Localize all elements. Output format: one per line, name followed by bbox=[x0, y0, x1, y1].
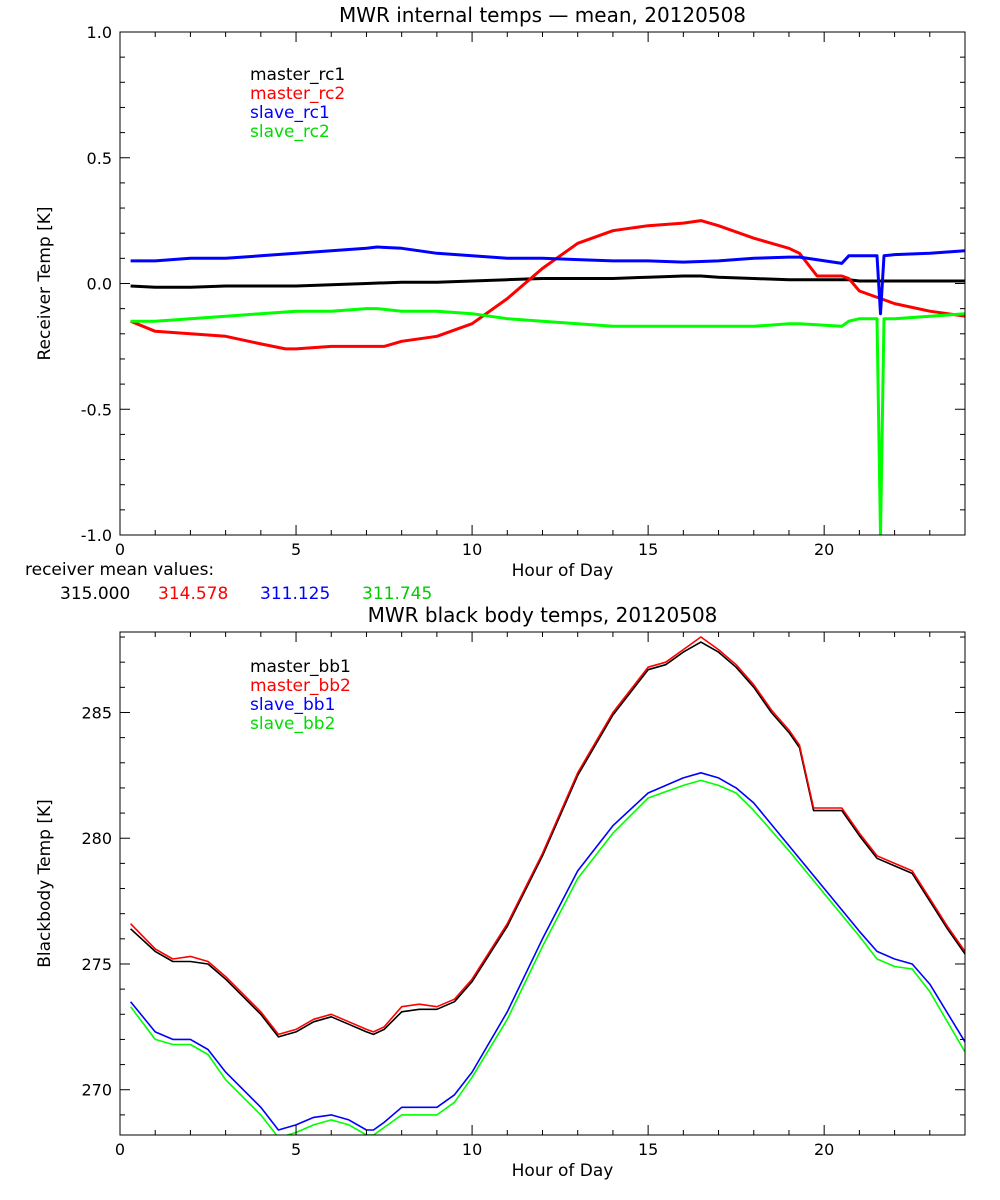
x-tick-label: 0 bbox=[115, 540, 125, 559]
legend-entry-master-bb1: master_bb1 bbox=[250, 657, 351, 677]
y-tick-label: 1.0 bbox=[87, 23, 112, 42]
series-line-slave-bb1 bbox=[129, 771, 965, 1131]
receiver-mean-value-master-rc1: 315.000 bbox=[60, 584, 130, 604]
series-line-master-bb2 bbox=[130, 636, 965, 1036]
receiver-mean-value-slave-rc2: 311.745 bbox=[362, 584, 432, 604]
legend-entry-slave-rc1: slave_rc1 bbox=[250, 103, 330, 123]
x-tick-label: 0 bbox=[115, 1140, 125, 1159]
legend-entry-slave-rc2: slave_rc2 bbox=[250, 122, 330, 142]
y-tick-label: 285 bbox=[81, 703, 112, 722]
legend-entry-master-rc2: master_rc2 bbox=[250, 84, 345, 104]
receiver-mean-label: receiver mean values: bbox=[25, 560, 214, 580]
receiver-mean-values: receiver mean values: 315.000 314.578 31… bbox=[25, 560, 432, 604]
y-tick-label: -0.5 bbox=[81, 400, 112, 419]
receiver-temp-chart: MWR internal temps — mean, 20120508 0 5 10 1… bbox=[35, 3, 966, 581]
x-tick-label: 15 bbox=[638, 1140, 658, 1159]
y-axis-label: Receiver Temp [K] bbox=[35, 206, 55, 360]
series-line-slave-bb2 bbox=[129, 779, 965, 1135]
legend-entry-slave-bb2: slave_bb2 bbox=[250, 714, 335, 734]
receiver-mean-value-master-rc2: 314.578 bbox=[158, 584, 228, 604]
legend-entry-master-bb2: master_bb2 bbox=[250, 676, 351, 696]
x-tick-label: 10 bbox=[462, 1140, 482, 1159]
series-line-slave-rc2 bbox=[130, 307, 965, 535]
chart-title: MWR black body temps, 20120508 bbox=[368, 603, 718, 627]
x-axis-label: Hour of Day bbox=[512, 1161, 614, 1181]
series-line-master-rc1 bbox=[130, 274, 965, 289]
x-tick-label: 20 bbox=[814, 1140, 834, 1159]
y-tick-label: 0.0 bbox=[87, 275, 112, 294]
x-tick-label: 5 bbox=[291, 1140, 301, 1159]
x-tick-label: 20 bbox=[814, 540, 834, 559]
receiver-mean-value-slave-rc1: 311.125 bbox=[260, 584, 330, 604]
y-tick-label: 275 bbox=[81, 955, 112, 974]
x-tick-label: 15 bbox=[638, 540, 658, 559]
y-axis-label: Blackbody Temp [K] bbox=[35, 799, 55, 968]
x-tick-label: 5 bbox=[291, 540, 301, 559]
x-axis-label: Hour of Day bbox=[512, 561, 614, 581]
y-tick-label: 270 bbox=[81, 1081, 112, 1100]
x-tick-label: 10 bbox=[462, 540, 482, 559]
chart-title: MWR internal temps — mean, 20120508 bbox=[339, 3, 746, 27]
legend-entry-master-rc1: master_rc1 bbox=[250, 65, 345, 85]
series-lines bbox=[130, 219, 965, 535]
series-lines bbox=[129, 636, 965, 1135]
y-tick-label: 280 bbox=[81, 829, 112, 848]
blackbody-temp-chart: MWR black body temps, 20120508 0 5 10 15 20 27… bbox=[35, 603, 966, 1181]
legend-entry-slave-bb1: slave_bb1 bbox=[250, 695, 335, 715]
series-line-slave-rc1 bbox=[130, 245, 965, 316]
y-tick-label: -1.0 bbox=[81, 526, 112, 545]
series-line-master-bb1 bbox=[130, 641, 965, 1038]
series-line-master-rc2 bbox=[130, 219, 965, 351]
y-tick-label: 0.5 bbox=[87, 149, 112, 168]
